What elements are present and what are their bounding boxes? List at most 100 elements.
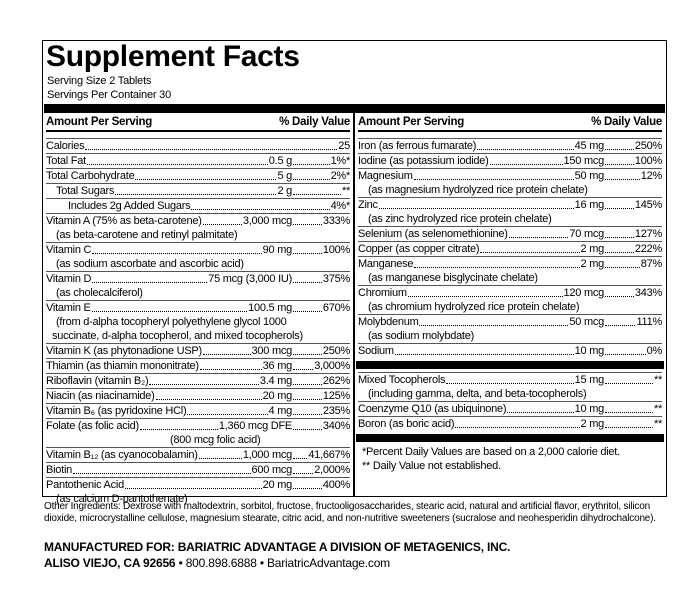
leader bbox=[202, 224, 242, 225]
address-city: ALISO VIEJO, CA 92656 bbox=[44, 556, 176, 570]
nutrient-row: Vitamin E 100.5 mg 670% (from d-alpha tocop… bbox=[46, 300, 350, 343]
leader bbox=[135, 179, 277, 180]
daily-value: 340% bbox=[322, 420, 350, 432]
amount: 50 mg bbox=[574, 170, 605, 182]
amount: 16 mg bbox=[574, 199, 605, 211]
dv-box: 375% bbox=[292, 272, 350, 286]
row-line: Mixed Tocopherols 15 mg ** bbox=[358, 373, 662, 387]
nutrient-row: Total Fat 0.5 g 1%* bbox=[46, 153, 350, 168]
title: Supplement Facts bbox=[46, 40, 300, 73]
nutrient-row: Vitamin D 75 mcg (3,000 IU) 375% (as cholec… bbox=[46, 271, 350, 300]
nutrient-note: (as beta-carotene and retinyl palmitate) bbox=[56, 229, 238, 241]
dv-box: 2%* bbox=[292, 169, 350, 183]
dv-box: 250% bbox=[604, 139, 662, 153]
leader bbox=[293, 473, 314, 474]
address: ALISO VIEJO, CA 92656 • 800.898.6888 • B… bbox=[44, 556, 390, 570]
nutrient-row: Iron (as ferrous fumarate) 45 mg 250% bbox=[358, 138, 662, 153]
daily-value: 127% bbox=[634, 228, 662, 240]
dv-box: ** bbox=[604, 402, 662, 416]
nutrient-row: Folate (as folic acid) 1,360 mcg DFE 340% (… bbox=[46, 418, 350, 447]
nutrient-note: succinate, d-alpha tocopherol, and mixed… bbox=[52, 330, 303, 342]
daily-value: 2,000% bbox=[314, 464, 350, 476]
amount: 10 mg bbox=[574, 345, 605, 357]
row-line: Selenium (as selenomethionine) 70 mcg 127% bbox=[358, 227, 662, 241]
dv-box: ** bbox=[604, 373, 662, 387]
header-dv: % Daily Value bbox=[591, 116, 662, 128]
leader bbox=[480, 252, 580, 253]
row-line: Total Sugars 2 g ** bbox=[46, 184, 350, 198]
dv-box: 145% bbox=[604, 198, 662, 212]
amount: 120 mcg bbox=[563, 287, 605, 299]
daily-value: 41,667% bbox=[308, 449, 350, 461]
amount: 20 mg bbox=[262, 479, 293, 491]
dv-box: 250% bbox=[292, 344, 350, 358]
amount: 90 mg bbox=[262, 244, 293, 256]
daily-value: 4%* bbox=[330, 200, 351, 212]
leader bbox=[605, 208, 634, 209]
manufacturer: MANUFACTURED FOR: BARIATRIC ADVANTAGE A … bbox=[44, 540, 511, 554]
dv-box: 41,667% bbox=[292, 448, 350, 462]
amount: 50 mcg bbox=[569, 316, 604, 328]
column-divider bbox=[353, 113, 355, 496]
dv-box: 127% bbox=[604, 227, 662, 241]
amount: 4 mg bbox=[268, 405, 293, 417]
header-amount: Amount Per Serving bbox=[358, 116, 465, 128]
leader bbox=[605, 296, 634, 297]
dv-box: 340% bbox=[292, 419, 350, 433]
row-line: Thiamin (as thiamin mononitrate) 36 mg 3,0… bbox=[46, 359, 350, 373]
nutrient-name: Total Sugars bbox=[56, 185, 115, 197]
nutrient-name: Pantothenic Acid bbox=[46, 479, 124, 491]
leader bbox=[293, 253, 322, 254]
leader bbox=[605, 267, 640, 268]
nutrient-name: Vitamin B₆ (as pyridoxine HCl) bbox=[46, 405, 187, 417]
nutrient-name: Iron (as ferrous fumarate) bbox=[358, 140, 477, 152]
dv-box: ** bbox=[604, 417, 662, 431]
row-line: Chromium 120 mcg 343% bbox=[358, 286, 662, 300]
nutrient-row: Calories 25 bbox=[46, 138, 350, 153]
amount: 100.5 mg bbox=[248, 302, 292, 314]
leader bbox=[293, 488, 322, 489]
nutrient-row: Manganese 2 mg 87% (as manganese bisglycina… bbox=[358, 256, 662, 285]
row-line: Manganese 2 mg 87% bbox=[358, 257, 662, 271]
nutrient-name: Niacin (as niacinamide) bbox=[46, 390, 155, 402]
row-line: Zinc 16 mg 145% bbox=[358, 198, 662, 212]
nutrient-name: Manganese bbox=[358, 258, 414, 270]
leader bbox=[149, 384, 259, 385]
amount: 3,000 mcg bbox=[242, 215, 292, 227]
nutrient-name: Includes 2g Added Sugars bbox=[68, 200, 191, 212]
nutrient-name: Mixed Tocopherols bbox=[358, 374, 446, 386]
nutrient-row: Molybdenum 50 mcg 111% (as sodium molybdate… bbox=[358, 314, 662, 343]
nutrient-row: Coenzyme Q10 (as ubiquinone) 10 mg ** bbox=[358, 401, 662, 416]
daily-value: 222% bbox=[634, 243, 662, 255]
row-line: Boron (as boric acid) 2 mg ** bbox=[358, 417, 662, 431]
amount: 45 mg bbox=[574, 140, 605, 152]
nutrient-name: Thiamin (as thiamin mononitrate) bbox=[46, 360, 199, 372]
amount: 1,360 mcg DFE bbox=[218, 420, 292, 432]
leader bbox=[419, 325, 569, 326]
nutrient-name: Vitamin B₁₂ (as cyanocobalamin) bbox=[46, 449, 198, 461]
nutrient-row: Vitamin B₁₂ (as cyanocobalamin) 1,000 mcg… bbox=[46, 447, 350, 462]
leader bbox=[508, 237, 569, 238]
nutrient-row: Niacin (as niacinamide) 20 mg 125% bbox=[46, 388, 350, 403]
leader bbox=[92, 253, 262, 254]
nutrient-name: Vitamin K (as phytonadione USP) bbox=[46, 345, 202, 357]
leader bbox=[407, 296, 563, 297]
leader bbox=[139, 429, 218, 430]
nutrient-row: Sodium 10 mg 0% bbox=[358, 343, 662, 358]
daily-value: 400% bbox=[322, 479, 350, 491]
nutrient-row: Includes 2g Added Sugars 4%* bbox=[46, 198, 350, 213]
leader bbox=[92, 282, 208, 283]
nutrient-name: Riboflavin (vitamin B₂) bbox=[46, 375, 149, 387]
leader bbox=[293, 194, 341, 195]
nutrient-note: (as cholecalciferol) bbox=[56, 287, 143, 299]
leader bbox=[187, 414, 268, 415]
nutrient-row: Total Carbohydrate 5 g 2%* bbox=[46, 168, 350, 183]
dv-box: 3,000% bbox=[292, 359, 350, 373]
dv-box: ** bbox=[292, 184, 350, 198]
leader bbox=[446, 383, 574, 384]
daily-value: 375% bbox=[322, 273, 350, 285]
nutrient-row: Vitamin C 90 mg 100% (as sodium ascorbate a… bbox=[46, 242, 350, 271]
leader bbox=[605, 383, 653, 384]
leader bbox=[293, 282, 322, 283]
leader bbox=[293, 384, 322, 385]
